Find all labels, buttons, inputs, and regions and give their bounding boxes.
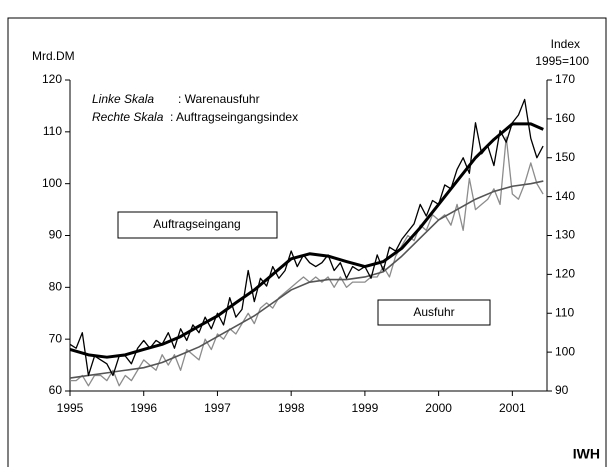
y-tick-label: 90	[49, 228, 63, 242]
y2-tick-label: 170	[555, 72, 575, 86]
series-label: Auftragseingang	[153, 217, 240, 231]
y2-tick-label: 150	[555, 150, 575, 164]
y-tick-label: 110	[43, 124, 62, 138]
y2-tick-label: 120	[555, 267, 575, 281]
note-text: : Auftragseingangsindex	[170, 110, 298, 124]
x-tick-label: 1995	[57, 401, 84, 415]
y-tick-label: 70	[49, 331, 63, 345]
y-tick-label: 120	[42, 72, 62, 86]
series-line	[70, 136, 544, 387]
y2-axis-label: Index	[551, 37, 580, 51]
y2-tick-label: 100	[555, 344, 575, 358]
x-tick-label: 2000	[425, 401, 452, 415]
y-tick-label: 100	[42, 176, 62, 190]
x-tick-label: 1998	[278, 401, 305, 415]
x-tick-label: 1997	[204, 401, 231, 415]
y2-tick-label: 140	[555, 189, 575, 203]
label-box	[117, 211, 278, 239]
y2-tick-label: 130	[555, 228, 575, 242]
y-tick-label: 80	[49, 280, 63, 294]
y2-tick-label: 90	[555, 383, 569, 397]
frame	[7, 17, 607, 472]
series-line	[69, 122, 544, 359]
note-label: Linke Skala	[92, 92, 154, 106]
y2-tick-label: 110	[555, 305, 574, 319]
x-tick-label: 1996	[130, 401, 157, 415]
y-axis-label: Mrd.DM	[32, 49, 75, 63]
note-text: : Warenausfuhr	[178, 92, 260, 106]
y-tick-label: 60	[49, 383, 63, 397]
series-line	[69, 180, 544, 379]
y2-tick-label: 160	[555, 111, 575, 125]
x-tick-label: 2001	[499, 401, 526, 415]
label-box	[377, 299, 491, 326]
series-label: Ausfuhr	[413, 305, 454, 319]
source: IWH	[573, 446, 600, 462]
note-label: Rechte Skala	[92, 110, 164, 124]
y2-axis-sublabel: 1995=100	[535, 54, 589, 68]
x-tick-label: 1999	[352, 401, 379, 415]
